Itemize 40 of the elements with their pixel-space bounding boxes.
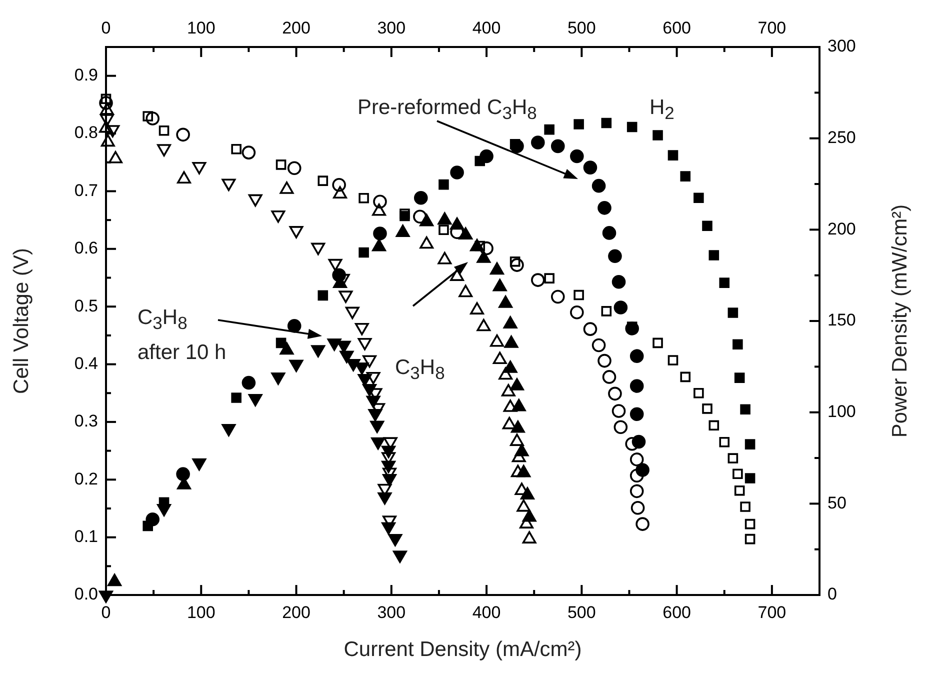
y-tick-label: 0.1 xyxy=(74,527,98,546)
y-tick-label: 0.2 xyxy=(74,469,98,488)
y2-axis-title: Power Density (mW/cm²) xyxy=(888,204,912,438)
annotation: H$_{2}$ xyxy=(650,94,674,125)
y2-tick-label: 50 xyxy=(828,493,846,512)
y-tick-label: 0.4 xyxy=(74,354,98,373)
x-tick-label: 400 xyxy=(472,602,501,622)
x-tick-label: 600 xyxy=(662,602,691,622)
x-tick-label: 0 xyxy=(101,602,111,622)
x2-tick-label: 300 xyxy=(377,18,406,38)
x-tick-label: 200 xyxy=(282,602,310,622)
x-tick-label: 300 xyxy=(377,602,406,622)
y-tick-label: 0.9 xyxy=(74,66,98,85)
y2-tick-label: 250 xyxy=(828,128,856,148)
x2-tick-label: 400 xyxy=(472,18,501,38)
y-tick-label: 0.5 xyxy=(74,296,98,316)
y2-tick-label: 0 xyxy=(828,584,837,604)
x2-tick-label: 100 xyxy=(186,18,216,38)
annotation: C$_{3}$H$_{8}$ xyxy=(395,354,445,385)
y-axis-title: Cell Voltage (V) xyxy=(10,248,34,394)
x-tick-label: 700 xyxy=(758,602,786,622)
x2-tick-label: 200 xyxy=(282,18,310,38)
y-tick-label: 0.0 xyxy=(74,584,98,604)
x-axis-title: Current Density (mA/cm²) xyxy=(344,638,582,662)
y-tick-label: 0.7 xyxy=(74,180,98,200)
y-tick-label: 0.6 xyxy=(74,238,98,258)
y-tick-label: 0.8 xyxy=(74,123,98,142)
annotation: Pre-reformed C$_{3}$H$_{8}$ xyxy=(358,94,537,125)
y2-tick-label: 150 xyxy=(828,310,856,330)
x-tick-label: 500 xyxy=(567,602,596,622)
y2-tick-label: 300 xyxy=(828,36,856,56)
annotation: C$_{3}$H$_{8}$ after 10 h xyxy=(138,304,226,366)
x2-tick-label: 500 xyxy=(567,18,596,38)
x2-tick-label: 600 xyxy=(662,18,691,38)
x-tick-label: 100 xyxy=(186,602,216,622)
y2-tick-label: 200 xyxy=(828,219,856,238)
x2-tick-label: 0 xyxy=(101,18,111,38)
y-tick-label: 0.3 xyxy=(74,412,98,431)
y2-tick-label: 100 xyxy=(828,402,856,422)
x2-tick-label: 700 xyxy=(758,18,786,38)
